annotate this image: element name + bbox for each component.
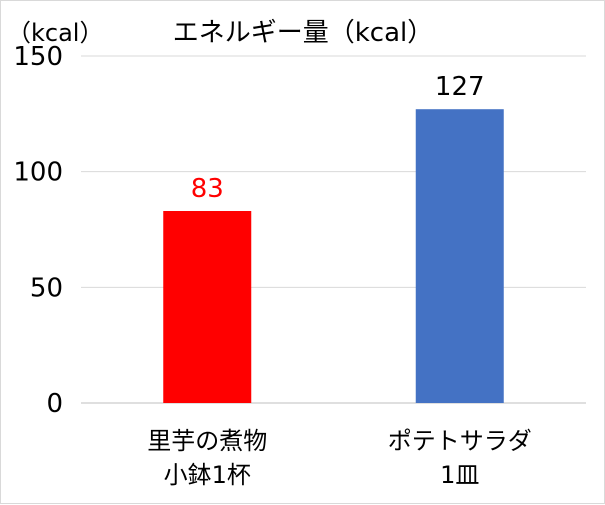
- y-tick-label: 50: [30, 273, 63, 303]
- data-label: 83: [191, 174, 224, 204]
- y-axis-ticks: 0 50 100 150: [13, 42, 63, 419]
- category-label: ポテトサラダ: [388, 427, 532, 455]
- y-tick-label: 100: [13, 158, 63, 188]
- y-tick-label: 0: [46, 389, 63, 419]
- data-label: 127: [435, 72, 485, 102]
- category-sublabel: 小鉢1杯: [164, 461, 251, 489]
- category-label: 里芋の煮物: [147, 427, 267, 455]
- chart-title: エネルギー量（kcal）: [173, 18, 434, 48]
- bar: [163, 210, 252, 403]
- data-labels: 83 127: [191, 72, 485, 204]
- category-sublabel: 1皿: [440, 461, 479, 489]
- gridlines: [81, 55, 586, 404]
- bar: [415, 109, 504, 403]
- y-tick-label: 150: [13, 42, 63, 72]
- bars: [163, 109, 504, 403]
- y-axis-unit-label: （kcal）: [7, 19, 103, 47]
